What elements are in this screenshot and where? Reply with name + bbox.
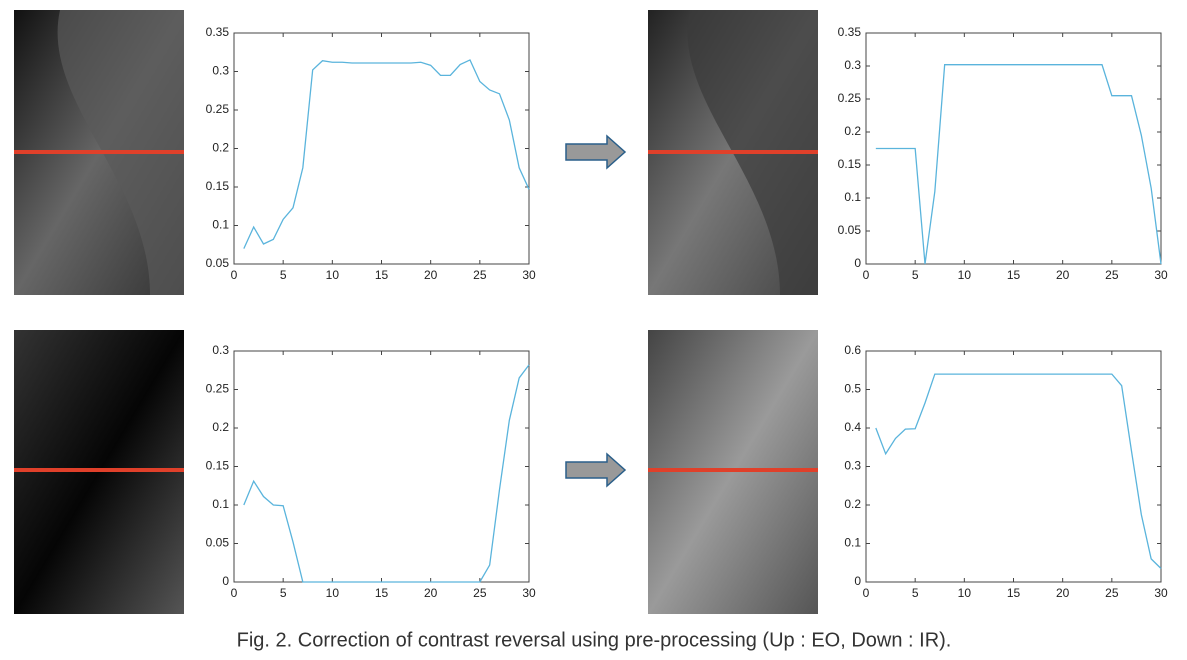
- x-tick-label: 10: [958, 268, 972, 282]
- y-tick-label: 0.05: [838, 223, 862, 237]
- x-tick-label: 30: [1154, 268, 1168, 282]
- y-tick-label: 0: [222, 574, 229, 588]
- x-tick-label: 0: [863, 268, 870, 282]
- y-tick-label: 0.2: [212, 141, 229, 155]
- data-line: [243, 364, 530, 583]
- y-tick-label: 0.25: [206, 382, 230, 396]
- data-line: [875, 64, 1162, 265]
- x-tick-label: 20: [424, 586, 438, 600]
- data-line: [243, 59, 530, 249]
- y-tick-label: 0.25: [838, 91, 862, 105]
- y-tick-label: 0.6: [844, 343, 861, 357]
- y-tick-label: 0.3: [212, 64, 229, 78]
- x-tick-label: 15: [1007, 586, 1021, 600]
- y-tick-label: 0.4: [844, 420, 861, 434]
- x-tick-label: 25: [473, 268, 487, 282]
- x-tick-label: 0: [863, 586, 870, 600]
- x-tick-label: 20: [1056, 268, 1070, 282]
- image-ir: [14, 330, 184, 614]
- y-tick-label: 0.15: [206, 459, 230, 473]
- arrow: [565, 134, 627, 170]
- x-tick-label: 10: [326, 268, 340, 282]
- arrow: [565, 452, 627, 488]
- plot-frame: [233, 32, 530, 265]
- x-tick-label: 30: [522, 268, 536, 282]
- y-tick-label: 0.2: [844, 497, 861, 511]
- y-tick-label: 0.1: [212, 497, 229, 511]
- x-tick-label: 0: [231, 268, 238, 282]
- y-tick-label: 0: [854, 574, 861, 588]
- y-tick-label: 0.2: [212, 420, 229, 434]
- y-tick-label: 0.1: [844, 536, 861, 550]
- x-tick-label: 15: [375, 586, 389, 600]
- y-tick-label: 0.05: [206, 256, 230, 270]
- image-eo-processed: [648, 10, 818, 295]
- y-tick-label: 0.35: [206, 25, 230, 39]
- y-tick-label: 0.1: [212, 218, 229, 232]
- y-tick-label: 0.35: [838, 25, 862, 39]
- x-tick-label: 5: [280, 268, 287, 282]
- y-tick-label: 0.25: [206, 102, 230, 116]
- y-tick-label: 0.15: [838, 157, 862, 171]
- x-tick-label: 5: [912, 586, 919, 600]
- image-ir-processed: [648, 330, 818, 614]
- x-tick-label: 30: [522, 586, 536, 600]
- caption: Fig. 2. Correction of contrast reversal …: [237, 629, 952, 651]
- plot-frame: [233, 350, 530, 583]
- image-eo: [14, 10, 184, 295]
- x-tick-label: 30: [1154, 586, 1168, 600]
- y-tick-label: 0.5: [844, 382, 861, 396]
- y-tick-label: 0.15: [206, 179, 230, 193]
- x-tick-label: 20: [424, 268, 438, 282]
- x-tick-label: 25: [1105, 586, 1119, 600]
- x-tick-label: 25: [1105, 268, 1119, 282]
- x-tick-label: 15: [1007, 268, 1021, 282]
- x-tick-label: 5: [280, 586, 287, 600]
- y-tick-label: 0.05: [206, 536, 230, 550]
- x-tick-label: 10: [958, 586, 972, 600]
- x-tick-label: 10: [326, 586, 340, 600]
- plot-frame: [865, 350, 1162, 583]
- y-tick-label: 0.3: [212, 343, 229, 357]
- y-tick-label: 0.2: [844, 124, 861, 138]
- x-tick-label: 15: [375, 268, 389, 282]
- y-tick-label: 0: [854, 256, 861, 270]
- x-tick-label: 0: [231, 586, 238, 600]
- data-line: [875, 373, 1162, 569]
- x-tick-label: 25: [473, 586, 487, 600]
- y-tick-label: 0.3: [844, 459, 861, 473]
- x-tick-label: 20: [1056, 586, 1070, 600]
- x-tick-label: 5: [912, 268, 919, 282]
- y-tick-label: 0.3: [844, 58, 861, 72]
- y-tick-label: 0.1: [844, 190, 861, 204]
